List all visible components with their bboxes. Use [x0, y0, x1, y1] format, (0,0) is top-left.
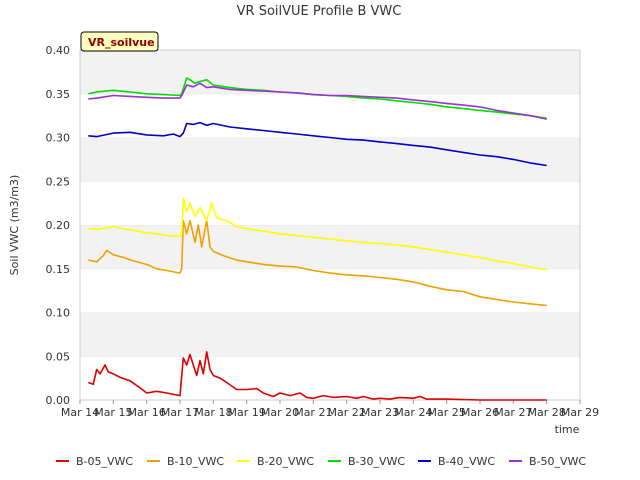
y-tick-label: 0.30: [46, 132, 71, 145]
y-tick-label: 0.00: [46, 394, 71, 407]
grid-band: [80, 356, 580, 400]
series-line-b-05-vwc: [88, 351, 547, 401]
x-tick-label: Mar 27: [494, 406, 532, 419]
y-tick-label: 0.20: [46, 219, 71, 232]
y-tick-label: 0.05: [46, 350, 71, 363]
station-tag: VR_soilvue: [80, 31, 159, 52]
legend-label: B-10_VWC: [167, 455, 224, 468]
grid-band: [80, 137, 580, 182]
station-tag-text: VR_soilvue: [88, 36, 155, 49]
x-tick-label: Mar 23: [361, 406, 399, 419]
grid-band: [80, 93, 580, 138]
grid-bands: [80, 49, 580, 400]
grid-band: [80, 50, 580, 94]
legend-label: B-20_VWC: [257, 455, 314, 468]
x-tick-label: Mar 26: [461, 406, 499, 419]
legend-label: B-50_VWC: [529, 455, 586, 468]
y-axis-ticks: 0.00 0.05 0.10 0.15 0.20 0.25 0.30 0.35 0.40: [46, 44, 71, 407]
grid-band: [80, 181, 580, 225]
x-tick-label: Mar 22: [328, 406, 366, 419]
plot-area: [79, 49, 581, 401]
x-tick-label: Mar 18: [194, 406, 232, 419]
x-tick-label: Mar 21: [294, 406, 332, 419]
x-tick-label: Mar 19: [228, 406, 266, 419]
x-tick-label: Mar 17: [161, 406, 199, 419]
legend: B-05_VWC B-10_VWC B-20_VWC B-30_VWC B-40_VWC…: [56, 455, 586, 468]
series-line-b-40-vwc: [88, 121, 547, 167]
series-line-b-20-vwc: [88, 198, 547, 271]
x-tick-label: Mar 20: [261, 406, 299, 419]
x-tick-label: Mar 25: [428, 406, 466, 419]
y-tick-label: 0.40: [46, 44, 71, 57]
y-axis-label: Soil VWC (m3/m3): [8, 175, 21, 276]
x-axis-label: time: [555, 423, 580, 436]
grid-band: [80, 312, 580, 357]
chart-title: VR SoilVUE Profile B VWC: [237, 4, 402, 19]
x-tick-label: Mar 14: [61, 406, 99, 419]
y-tick-label: 0.25: [46, 175, 71, 188]
series-line-b-10-vwc: [88, 219, 547, 307]
legend-label: B-30_VWC: [348, 455, 405, 468]
x-tick-label: Mar 28: [528, 406, 566, 419]
y-tick-label: 0.15: [46, 263, 71, 276]
legend-label: B-40_VWC: [438, 455, 495, 468]
x-tick-label: Mar 24: [394, 406, 432, 419]
y-tick-label: 0.10: [46, 307, 71, 320]
legend-label: B-05_VWC: [76, 455, 133, 468]
x-tick-label: Mar 15: [94, 406, 132, 419]
series-line-b-50-vwc: [88, 82, 547, 120]
x-tick-label: Mar 16: [128, 406, 166, 419]
station-tag-box: [80, 31, 159, 52]
y-tick-label: 0.35: [46, 88, 71, 101]
x-tick-label: Mar 29: [561, 406, 599, 419]
grid-band: [80, 268, 580, 313]
series-lines: [88, 77, 547, 401]
